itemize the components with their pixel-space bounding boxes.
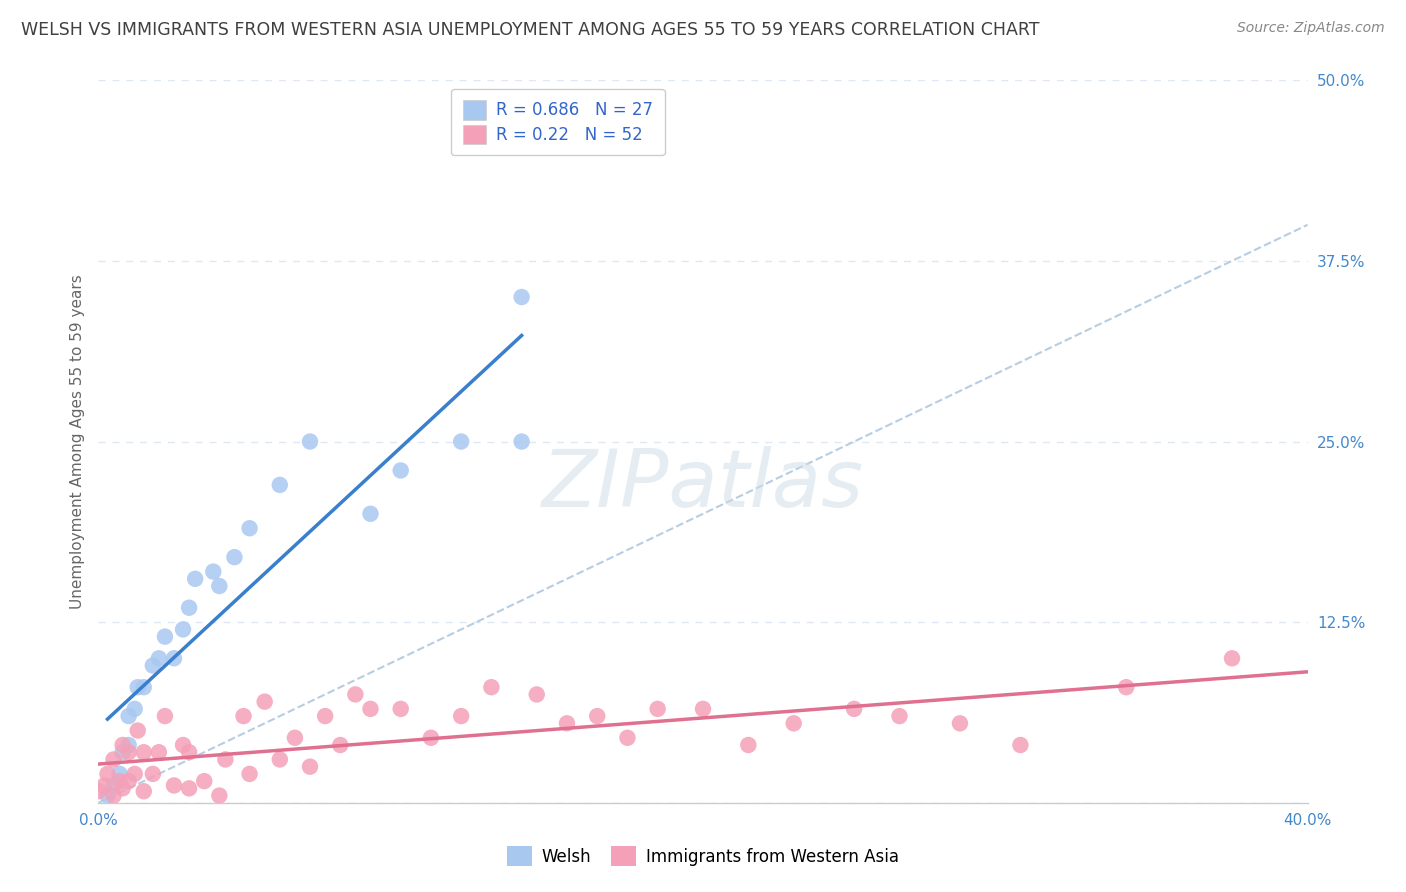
Point (96, 767, 118, 781)
Point (127, 723, 149, 738)
Point (299, 760, 322, 774)
Point (142, 767, 165, 781)
Point (172, 623, 194, 637)
Point (179, 781, 201, 796)
Point (239, 767, 262, 781)
Point (389, 463, 412, 477)
Point (269, 478, 291, 492)
Legend: R = 0.686   N = 27, R = 0.22   N = 52: R = 0.686 N = 27, R = 0.22 N = 52 (451, 88, 665, 155)
Point (214, 752, 236, 766)
Point (1115, 680, 1137, 694)
Point (208, 579, 231, 593)
Text: WELSH VS IMMIGRANTS FROM WESTERN ASIA UNEMPLOYMENT AMONG AGES 55 TO 59 YEARS COR: WELSH VS IMMIGRANTS FROM WESTERN ASIA UN… (21, 21, 1039, 38)
Point (737, 738, 759, 752)
Point (783, 716, 806, 731)
Point (153, 630, 176, 644)
Point (118, 745, 141, 759)
Point (1010, 738, 1032, 752)
Point (142, 658, 165, 673)
Point (232, 709, 254, 723)
Point (692, 702, 714, 716)
Point (103, 752, 125, 766)
Point (87, 784, 110, 798)
Text: ZIPatlas: ZIPatlas (541, 446, 865, 524)
Point (224, 550, 246, 565)
Point (132, 680, 155, 694)
Point (118, 774, 141, 789)
Point (172, 738, 194, 752)
Point (647, 702, 669, 716)
Point (360, 702, 382, 716)
Point (949, 716, 972, 731)
Point (93, 779, 115, 793)
Point (111, 745, 134, 759)
Point (124, 702, 146, 716)
Point (124, 767, 146, 781)
Point (450, 709, 472, 723)
Point (450, 434, 472, 449)
Point (555, 716, 578, 731)
Point (510, 290, 533, 304)
Point (329, 738, 352, 752)
Point (202, 565, 225, 579)
Point (103, 779, 125, 793)
Point (193, 774, 215, 789)
Point (127, 680, 149, 694)
Point (344, 687, 367, 701)
Point (111, 781, 134, 796)
Point (108, 774, 131, 789)
Point (118, 738, 141, 752)
Point (148, 651, 170, 665)
Point (111, 738, 134, 752)
Point (163, 779, 186, 793)
Point (253, 695, 276, 709)
Point (132, 784, 155, 798)
Point (844, 702, 866, 716)
Point (314, 709, 336, 723)
Point (1220, 651, 1243, 665)
Point (586, 709, 609, 723)
Point (103, 789, 125, 803)
Point (184, 572, 207, 586)
Point (269, 752, 291, 766)
Point (526, 687, 548, 701)
Point (284, 731, 307, 745)
Point (481, 680, 503, 694)
Point (108, 767, 131, 781)
Point (616, 731, 638, 745)
Y-axis label: Unemployment Among Ages 55 to 59 years: Unemployment Among Ages 55 to 59 years (69, 274, 84, 609)
Legend: Welsh, Immigrants from Western Asia: Welsh, Immigrants from Western Asia (501, 839, 905, 873)
Point (420, 731, 443, 745)
Point (360, 507, 382, 521)
Point (889, 709, 911, 723)
Point (510, 434, 533, 449)
Point (163, 651, 186, 665)
Point (179, 745, 201, 759)
Point (389, 702, 412, 716)
Point (208, 789, 231, 803)
Point (239, 521, 262, 535)
Point (118, 709, 141, 723)
Point (132, 745, 155, 759)
Text: Source: ZipAtlas.com: Source: ZipAtlas.com (1237, 21, 1385, 35)
Point (153, 709, 176, 723)
Point (179, 600, 201, 615)
Point (299, 434, 322, 449)
Point (148, 745, 170, 759)
Point (96, 789, 118, 803)
